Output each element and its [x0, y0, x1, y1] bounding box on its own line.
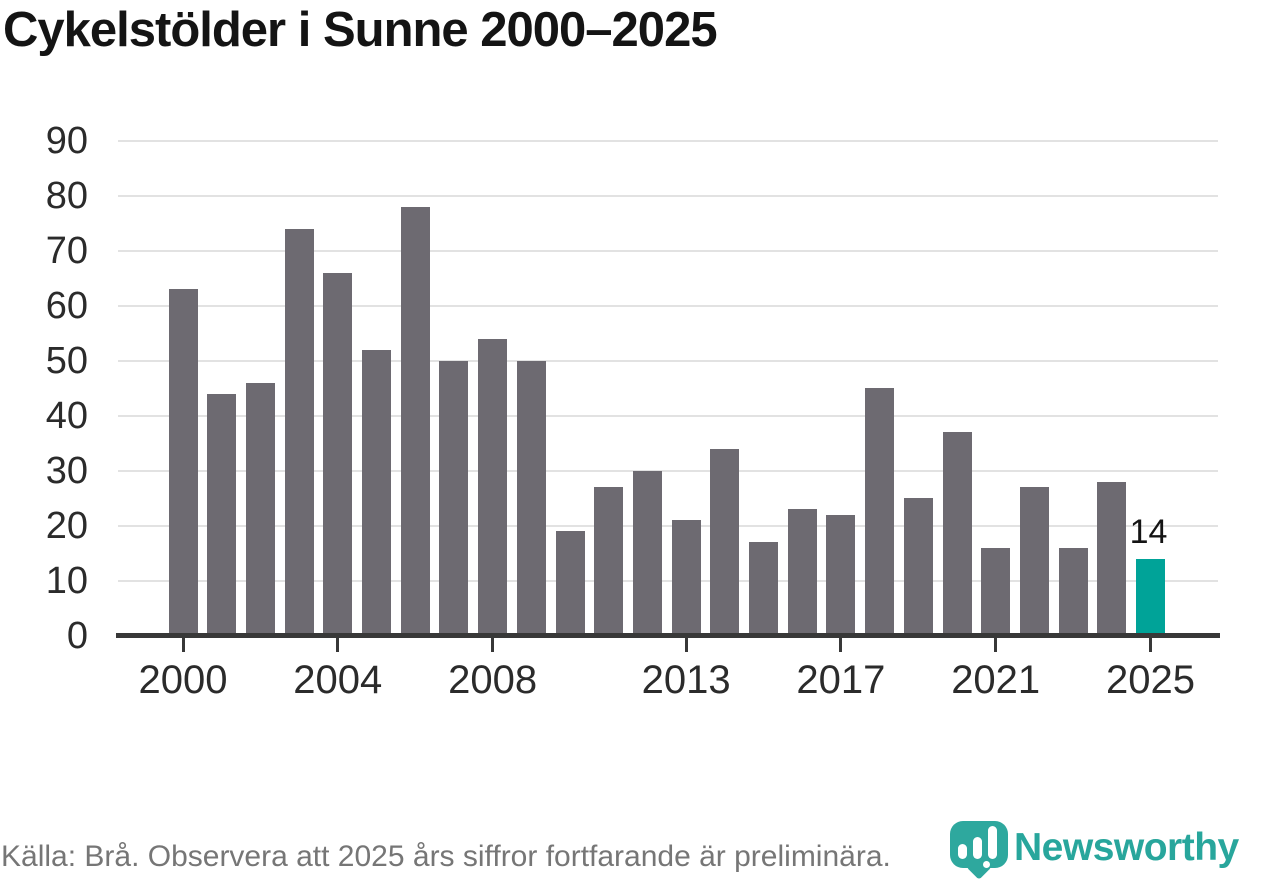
- x-tick-2013: [684, 638, 688, 652]
- bar-2003: [284, 228, 314, 638]
- y-tick-label-60: 60: [45, 284, 88, 327]
- bar-2023: [1058, 547, 1088, 638]
- bar-2004: [323, 272, 353, 638]
- x-tick-label-2004: 2004: [293, 658, 383, 702]
- y-tick-label-90: 90: [45, 120, 88, 162]
- bar-2022: [1019, 487, 1049, 638]
- gridline-80: [118, 194, 1218, 197]
- x-tick-label-2021: 2021: [951, 658, 1041, 702]
- bar-2016: [787, 509, 817, 638]
- gridline-60: [118, 304, 1218, 307]
- y-tick-label-10: 10: [45, 559, 88, 602]
- chart-title: Cykelstölder i Sunne 2000–2025: [3, 3, 718, 57]
- gridline-70: [118, 249, 1218, 252]
- gridline-90: [118, 140, 1218, 142]
- x-tick-label-2025: 2025: [1106, 658, 1195, 702]
- bar-2000: [168, 289, 198, 638]
- gridline-20: [118, 524, 1218, 527]
- x-tick-2017: [839, 638, 843, 652]
- gridline-40: [118, 414, 1218, 417]
- y-tick-label-30: 30: [45, 449, 88, 492]
- bar-2014: [710, 448, 740, 638]
- logo-bar-small-icon: [958, 844, 967, 859]
- logo-bar-tall-icon: [988, 826, 997, 859]
- x-tick-2000: [181, 638, 185, 652]
- bar-2007: [439, 360, 469, 638]
- bar-2024: [1097, 481, 1127, 638]
- y-tick-label-80: 80: [45, 174, 88, 217]
- bar-2013: [671, 520, 701, 638]
- bar-2010: [555, 531, 585, 638]
- bar-2015: [749, 542, 778, 638]
- y-tick-label-0: 0: [66, 614, 88, 657]
- x-tick-2008: [491, 638, 495, 652]
- bar-2017: [826, 514, 856, 638]
- y-tick-label-50: 50: [45, 339, 88, 382]
- bar-2021: [981, 547, 1011, 638]
- bar-2018: [865, 388, 895, 638]
- logo-dot-icon: [983, 861, 990, 868]
- y-tick-label-20: 20: [45, 504, 88, 547]
- gridline-50: [118, 359, 1218, 362]
- y-tick-label-70: 70: [45, 229, 88, 272]
- bar-2001: [207, 393, 237, 638]
- gridline-30: [118, 469, 1218, 472]
- x-tick-label-2013: 2013: [641, 658, 731, 702]
- bar-2006: [400, 206, 430, 638]
- highlight-value-label: 14: [1129, 512, 1168, 551]
- bar-2011: [594, 487, 624, 638]
- x-tick-label-2017: 2017: [796, 658, 886, 702]
- bar-2009: [516, 360, 546, 638]
- newsworthy-pin-icon: [950, 821, 1008, 868]
- gridline-10: [118, 579, 1218, 582]
- source-note: Källa: Brå. Observera att 2025 års siffr…: [1, 840, 891, 873]
- bar-2019: [903, 498, 933, 638]
- x-tick-label-2008: 2008: [448, 658, 538, 702]
- bar-2025: [1136, 558, 1165, 638]
- x-tick-2004: [336, 638, 340, 652]
- x-tick-label-2000: 2000: [138, 658, 228, 702]
- bar-2002: [245, 382, 275, 638]
- bar-2012: [632, 470, 662, 638]
- bar-2020: [942, 432, 972, 638]
- x-tick-2021: [994, 638, 998, 652]
- x-axis-line: [116, 633, 1220, 638]
- logo-bar-medium-icon: [973, 837, 982, 859]
- bar-2008: [478, 338, 508, 638]
- y-tick-label-40: 40: [45, 394, 88, 437]
- bar-2005: [362, 349, 391, 638]
- x-tick-2025: [1149, 638, 1152, 652]
- newsworthy-logo-text: Newsworthy: [1014, 826, 1239, 869]
